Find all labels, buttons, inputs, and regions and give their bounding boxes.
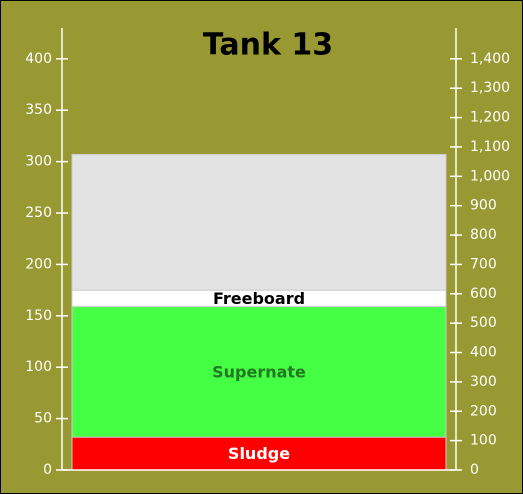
segment-label: Sludge: [228, 444, 290, 463]
y2-tick-label: 0: [470, 462, 479, 478]
y-tick-label: 250: [25, 205, 52, 221]
y2-tick-label: 600: [470, 286, 497, 302]
y2-tick-label: 500: [470, 315, 497, 331]
y2-tick-label: 400: [470, 345, 497, 361]
y-tick-label: 400: [25, 51, 52, 67]
y2-tick-label: 900: [470, 198, 497, 214]
chart-title: Tank 13: [203, 28, 333, 63]
y2-tick-label: 1,200: [470, 110, 510, 126]
y2-tick-label: 700: [470, 256, 497, 272]
y-tick-label: 150: [25, 308, 52, 324]
y2-tick-label: 300: [470, 374, 497, 390]
segment-label: Supernate: [212, 362, 306, 381]
y-tick-label: 300: [25, 154, 52, 170]
y2-tick-label: 1,400: [470, 51, 510, 67]
y-tick-label: 0: [43, 462, 52, 478]
y2-tick-label: 200: [470, 403, 497, 419]
tank-segment: [71, 153, 447, 291]
y-tick-label: 350: [25, 102, 52, 118]
y-tick-label: 50: [34, 411, 52, 427]
y2-tick-label: 100: [470, 433, 497, 449]
tank-segment: [71, 436, 447, 471]
y-tick-label: 100: [25, 359, 52, 375]
segment-label: Freeboard: [213, 289, 305, 308]
y2-tick-label: 800: [470, 227, 497, 243]
y2-tick-label: 1,100: [470, 139, 510, 155]
y-tick-label: 200: [25, 256, 52, 272]
y2-tick-label: 1,000: [470, 168, 510, 184]
y2-tick-label: 1,300: [470, 80, 510, 96]
